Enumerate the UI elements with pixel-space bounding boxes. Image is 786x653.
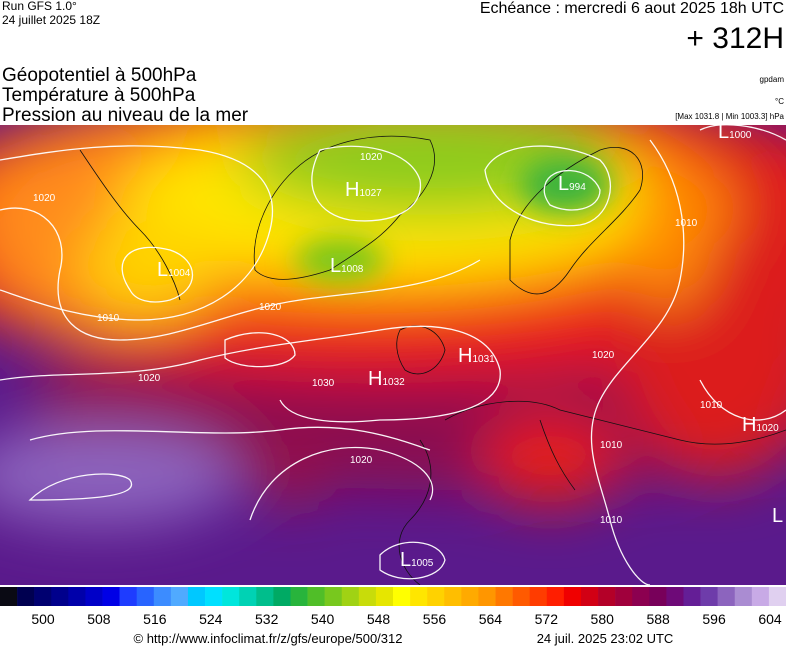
unit-pressure: [Max 1031.8 | Min 1003.3] hPa [675,112,784,121]
isobar-label: 1020 [138,373,161,384]
colorbar-swatch [427,587,445,606]
colorbar: 500 508 516 524 532 540 548 556 564 572 580 588 596 6… [0,587,786,627]
colorbar-swatch [598,587,616,606]
colorbar-swatch [239,587,257,606]
title-geopotential: Géopotentiel à 500hPa [2,65,197,86]
colorbar-swatch [478,587,496,606]
colorbar-swatch [170,587,189,606]
colorbar-swatch [495,587,513,606]
colorbar-swatch [461,587,479,606]
pressure-center: H1020 [742,414,779,436]
isobar-label: 1010 [700,400,723,411]
colorbar-label: 580 [591,611,615,627]
pressure-center: L1000 [718,121,752,143]
colorbar-label: 572 [535,611,559,627]
valid-time: Echéance : mercredi 6 aout 2025 18h UTC [480,0,784,17]
title-temperature: Température à 500hPa [2,85,196,106]
lead-time: + 312H [686,22,784,55]
isobar-label: 1010 [675,218,698,229]
isobar-label: 1010 [600,440,623,451]
colorbar-label: 556 [423,611,447,627]
colorbar-swatch [358,587,377,606]
colorbar-label: 500 [31,611,55,627]
pressure-center: L1004 [157,259,191,281]
colorbar-swatch [563,587,582,606]
colorbar-swatch [307,587,325,606]
colorbar-swatch [341,587,360,606]
colorbar-swatch [153,587,172,606]
colorbar-swatch [273,587,291,606]
colorbar-swatch [410,587,428,606]
colorbar-swatch [136,587,155,606]
colorbar-swatch [256,587,274,606]
colorbar-swatch [546,587,565,606]
colorbar-label: 532 [255,611,279,627]
colorbar-label: 604 [758,611,782,627]
colorbar-swatch [700,587,718,606]
colorbar-swatch [290,587,308,606]
colorbar-swatch [205,587,223,606]
isobar-label: 1020 [592,350,615,361]
isobar-label: 1010 [97,313,120,324]
coastlines [79,135,786,585]
colorbar-swatch [580,587,599,606]
colorbar-swatch [187,587,206,606]
colorbar-label: 516 [143,611,167,627]
colorbar-swatch [375,587,394,606]
map: 1020 1020 1010 1020 1030 1020 1020 1010 … [0,121,786,585]
pressure-center: L1008 [330,255,364,277]
colorbar-swatch [85,587,103,606]
colorbar-label: 548 [367,611,391,627]
colorbar-swatch [17,587,35,606]
colorbar-label: 596 [702,611,726,627]
pressure-center: L994 [558,173,586,195]
colorbar-swatch [102,587,120,606]
colorbar-label: 508 [87,611,111,627]
colorbar-swatch [751,587,770,606]
title-pressure: Pression au niveau de la mer [2,105,249,126]
colorbar-swatch [734,587,753,606]
colorbar-swatch [68,587,86,606]
colorbar-swatch [512,587,530,606]
colorbar-label: 540 [311,611,335,627]
unit-celsius: °C [775,97,784,106]
pressure-center: L [772,505,783,527]
colorbar-swatch [444,587,462,606]
colorbar-swatch [0,587,18,606]
colorbar-swatch [666,587,684,606]
colorbar-label: 524 [199,611,223,627]
isobar-label: 1020 [259,302,282,313]
colorbar-swatch [34,587,52,606]
isobar-label: 1030 [312,378,335,389]
isobar-label: 1010 [600,515,623,526]
footer-source: © http://www.infoclimat.fr/z/gfs/europe/… [134,631,403,646]
run-date: 24 juillet 2025 18Z [2,13,100,27]
footer-generated: 24 juil. 2025 23:02 UTC [537,631,674,646]
colorbar-swatch [222,587,240,606]
unit-gpdam: gpdam [760,75,785,84]
isobar-label: 1020 [350,455,373,466]
pressure-center: H1032 [368,368,405,390]
colorbar-swatch [324,587,343,606]
colorbar-swatch [717,587,736,606]
colorbar-label: 588 [646,611,670,627]
pressure-center: L1005 [400,549,434,571]
pressure-center: H1027 [345,179,382,201]
colorbar-swatch [615,587,633,606]
colorbar-swatch [632,587,650,606]
isobars [0,125,786,585]
colorbar-label: 564 [479,611,503,627]
isobar-label: 1020 [33,193,56,204]
colorbar-swatch [683,587,701,606]
isobar-label: 1020 [360,152,383,163]
colorbar-swatch [768,587,786,606]
run-label: Run GFS 1.0° [2,0,77,13]
colorbar-swatch [529,587,548,606]
colorbar-swatch [649,587,667,606]
colorbar-swatch [393,587,411,606]
pressure-center: H1031 [458,345,495,367]
colorbar-swatch [51,587,69,606]
colorbar-swatch [119,587,137,606]
